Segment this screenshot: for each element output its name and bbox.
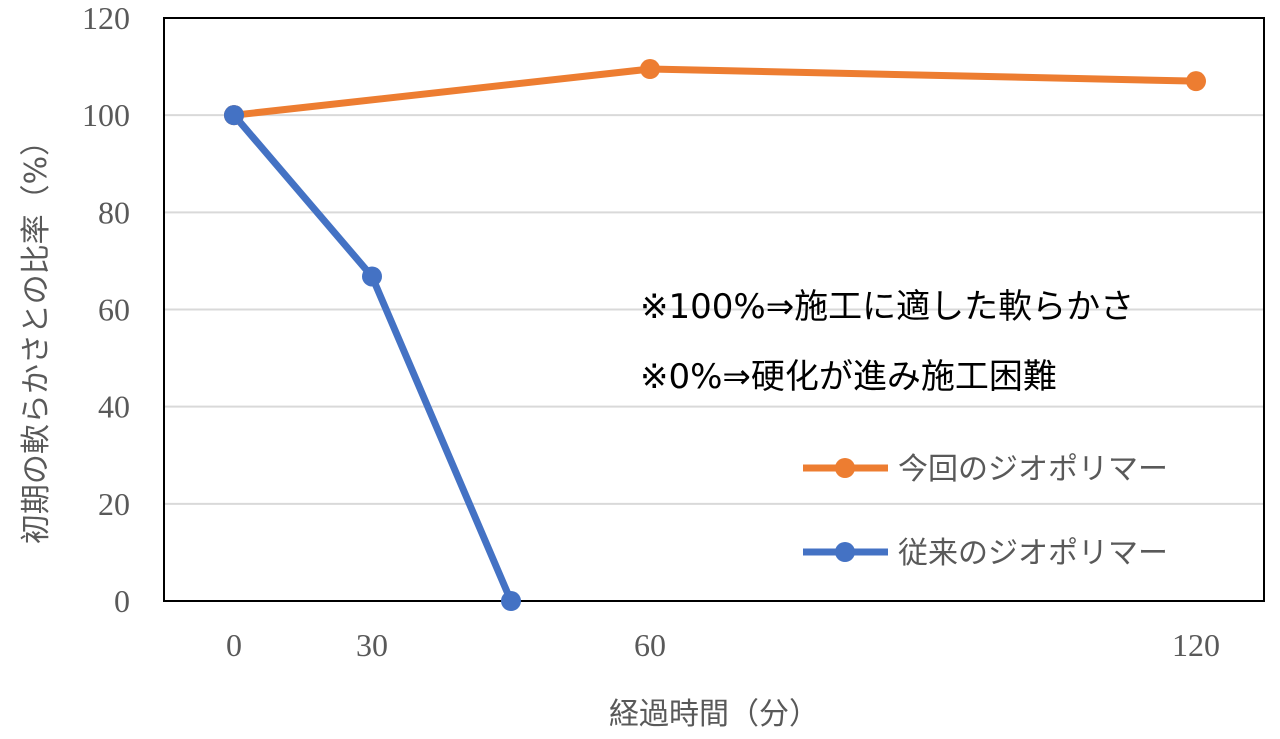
annotation-2: ※0%⇒硬化が進み施工困難 xyxy=(640,357,1057,397)
y-tick-label: 40 xyxy=(98,389,130,425)
legend-label: 従来のジオポリマー xyxy=(898,536,1168,571)
series-point-0 xyxy=(640,59,660,80)
series-line-0 xyxy=(233,65,1197,119)
y-tick-label: 20 xyxy=(98,486,130,522)
y-tick-label: 80 xyxy=(98,194,130,230)
legend-label: 今回のジオポリマー xyxy=(898,452,1168,487)
plot-border xyxy=(163,17,1265,602)
y-tick-label: 120 xyxy=(82,0,130,36)
x-tick-labels: 0 30 60 120 xyxy=(226,627,1220,663)
annotation-1: ※100%⇒施工に適した軟らかさ xyxy=(640,287,1134,327)
x-tick-label: 120 xyxy=(1172,627,1220,663)
y-tick-labels: 0 20 40 60 80 100 120 xyxy=(82,0,130,619)
series-layer xyxy=(224,59,1206,611)
series-point-1 xyxy=(224,105,244,126)
x-axis-title: 経過時間（分） xyxy=(609,697,819,732)
y-tick-label: 100 xyxy=(82,97,130,133)
series-point-1 xyxy=(501,591,521,611)
y-axis-title: 初期の軟らかさとの比率（%） xyxy=(19,126,54,544)
gridlines xyxy=(164,114,1264,505)
y-tick-label: 0 xyxy=(114,583,130,619)
series-point-1 xyxy=(362,266,382,287)
legend-swatch-marker xyxy=(835,542,855,562)
series-point-0 xyxy=(1186,71,1206,92)
x-tick-label: 60 xyxy=(634,627,666,663)
series-line-1 xyxy=(231,112,515,603)
legend-swatch-marker xyxy=(835,458,855,478)
y-tick-label: 60 xyxy=(98,292,130,328)
x-tick-label: 0 xyxy=(226,627,242,663)
x-tick-label: 30 xyxy=(356,627,388,663)
